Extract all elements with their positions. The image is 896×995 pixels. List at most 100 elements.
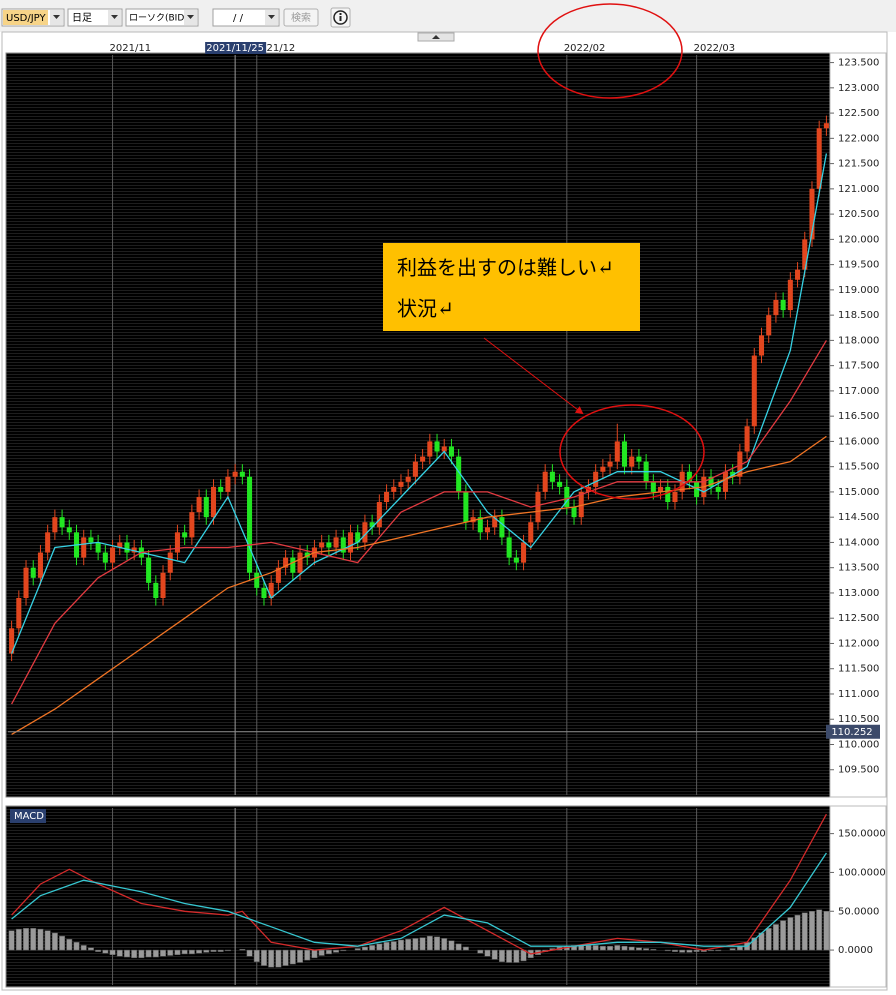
histogram-bar [491, 949, 498, 960]
candle-body [795, 269, 801, 280]
histogram-bar [599, 945, 606, 951]
histogram-bar [124, 949, 130, 958]
candle-body [174, 532, 180, 553]
candle-body [412, 461, 418, 477]
candle-body [636, 456, 642, 462]
candle-body [376, 502, 382, 528]
callout-line: 状況↵ [397, 298, 454, 321]
histogram-bar [405, 938, 412, 951]
candle-body [809, 188, 815, 240]
histogram-bar [643, 948, 650, 951]
candle-body [37, 552, 43, 578]
y-tick-label: 123.500 [838, 58, 879, 69]
candle-body [124, 542, 130, 553]
histogram-bar [434, 936, 440, 951]
histogram-bar [455, 943, 462, 951]
histogram-bar [37, 928, 44, 951]
candle-body [102, 552, 108, 563]
candle-body [247, 476, 253, 573]
indicator-line [11, 813, 827, 955]
candle-body [521, 542, 527, 563]
candle-body [816, 128, 822, 189]
histogram-bar [51, 932, 58, 951]
histogram-bar [217, 949, 224, 952]
candle-body [261, 587, 267, 599]
candle-body [477, 517, 483, 533]
histogram-bar [571, 945, 577, 951]
candle-body [160, 572, 166, 599]
histogram-bar [160, 949, 166, 957]
x-tick-label: 2022/03 [694, 43, 736, 54]
callout-box [383, 243, 640, 331]
histogram-bar [585, 945, 592, 951]
candle-body [607, 461, 613, 467]
y-tick-label: 113.500 [838, 563, 879, 574]
histogram-bar [87, 947, 94, 951]
y-tick-label: 120.000 [838, 234, 879, 245]
histogram-bar [304, 949, 311, 961]
y-tick-label: 113.000 [838, 588, 879, 599]
histogram-bar [325, 949, 332, 955]
y-tick-label: 118.000 [838, 335, 879, 346]
highlight-ellipse [537, 3, 683, 99]
symbol-select[interactable]: USD/JPY [1, 8, 65, 27]
histogram-bar [801, 912, 808, 951]
histogram-bar [102, 949, 109, 954]
candle-body [427, 441, 433, 457]
histogram-bar [8, 930, 15, 951]
y-tick-label: 111.500 [838, 664, 879, 675]
y-tick-label: 110.500 [838, 714, 879, 725]
date-input[interactable]: / / [212, 8, 280, 27]
candle-body [492, 517, 498, 528]
search-button[interactable]: 検索 [283, 8, 319, 27]
histogram-bar [628, 946, 635, 951]
candle-body [470, 517, 476, 523]
histogram-bar [686, 949, 693, 953]
histogram-bar [693, 949, 700, 952]
candle-body [384, 491, 390, 503]
histogram-bar [679, 949, 686, 953]
candle-body [823, 123, 829, 129]
candle-body [52, 517, 58, 533]
histogram-bar [131, 949, 138, 959]
candle-body [398, 481, 404, 487]
histogram-bar [196, 949, 203, 954]
histogram-bar [188, 949, 195, 955]
candle-body [737, 451, 743, 477]
histogram-bar [441, 938, 448, 951]
candle-body [621, 441, 628, 467]
histogram-bar [787, 917, 794, 951]
search-label: 検索 [291, 11, 311, 24]
y-tick-label: 116.500 [838, 411, 879, 422]
candle-body [542, 471, 548, 492]
histogram-bar [167, 949, 174, 956]
indicator-line [11, 435, 827, 735]
histogram-bar [383, 942, 390, 951]
period-select[interactable]: 日足 [67, 8, 123, 27]
candle-body [564, 486, 570, 508]
candle-body [787, 279, 793, 311]
y-tick-label: 121.000 [838, 184, 879, 195]
chart-frame [1, 31, 888, 991]
candle-body [319, 542, 325, 548]
histogram-bar [239, 949, 246, 951]
candle-body [391, 486, 397, 492]
candle-body [16, 598, 22, 629]
chart-kind-select[interactable]: ローソク(BID) [125, 8, 199, 27]
candle-body [672, 491, 678, 503]
histogram-bar [318, 949, 325, 956]
candle-body [369, 522, 375, 528]
candle-body [347, 532, 354, 553]
histogram-bar [30, 928, 37, 951]
y-tick-label: 100.0000 [838, 867, 886, 878]
candle-body [117, 542, 123, 548]
candle-body [131, 547, 137, 553]
candle-body [722, 471, 728, 492]
histogram-bar [44, 930, 51, 951]
info-button[interactable] [330, 7, 351, 28]
candle-body [283, 557, 289, 568]
histogram-bar [246, 949, 253, 957]
histogram-bar [708, 949, 714, 952]
y-tick-label: 120.500 [838, 209, 879, 220]
candle-body [744, 426, 750, 452]
